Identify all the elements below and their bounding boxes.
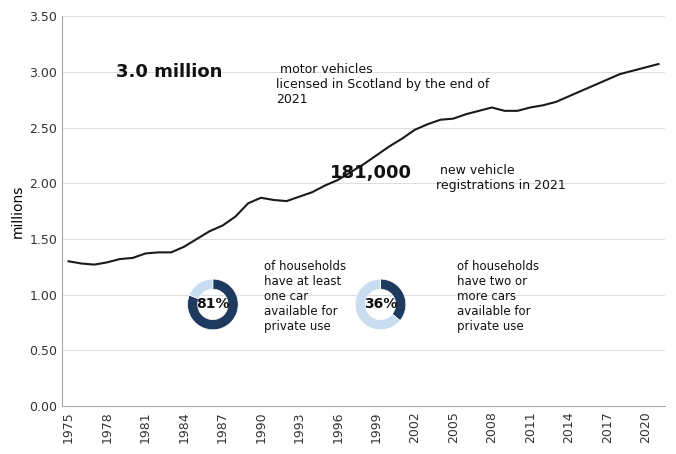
Wedge shape: [189, 279, 213, 299]
Y-axis label: millions: millions: [11, 184, 25, 238]
Text: 3.0 million: 3.0 million: [116, 63, 223, 81]
Wedge shape: [355, 279, 400, 330]
Text: 81%: 81%: [196, 297, 230, 311]
Text: motor vehicles
licensed in Scotland by the end of
2021: motor vehicles licensed in Scotland by t…: [276, 63, 489, 106]
Wedge shape: [381, 279, 406, 321]
Text: of households
have two or
more cars
available for
private use: of households have two or more cars avai…: [457, 260, 539, 333]
Text: 181,000: 181,000: [331, 164, 412, 183]
Text: new vehicle
registrations in 2021: new vehicle registrations in 2021: [436, 164, 566, 192]
Wedge shape: [187, 279, 238, 330]
Text: 36%: 36%: [364, 297, 397, 311]
Text: of households
have at least
one car
available for
private use: of households have at least one car avai…: [264, 260, 346, 333]
